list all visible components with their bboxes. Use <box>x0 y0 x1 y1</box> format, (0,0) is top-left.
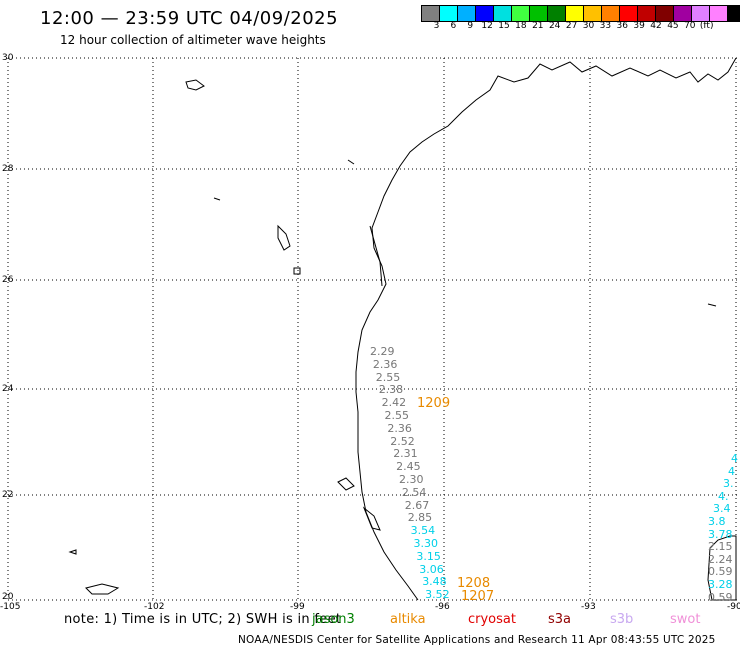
wave-height-reading: 2.30 <box>399 473 424 486</box>
color-swatch <box>547 5 566 22</box>
wave-height-reading: 3.15 <box>416 549 441 563</box>
lat-label: 20 <box>2 592 14 602</box>
color-scale-labels: 3 6 9 12 15 18 21 24 27 30 33 36 39 42 45 70 (ft) <box>428 21 715 31</box>
wave-height-reading: 3.54 <box>410 524 436 538</box>
lat-label: 30 <box>2 53 14 63</box>
color-scale-label: 24 <box>548 21 561 31</box>
lat-label: 24 <box>2 384 14 394</box>
color-swatch <box>673 5 692 22</box>
color-scale-label: 18 <box>515 21 527 31</box>
lon-label: -99 <box>290 602 305 612</box>
map-title: 12:00 — 23:59 UTC 04/09/2025 <box>40 8 339 29</box>
lon-label: -102 <box>144 602 165 612</box>
color-swatch <box>439 5 458 22</box>
color-swatch <box>601 5 620 22</box>
wave-height-reading: 2.55 <box>375 370 401 384</box>
color-scale-label: 12 <box>481 21 493 31</box>
color-scale-label: 15 <box>498 21 510 31</box>
wave-height-reading: 2.54 <box>401 485 427 499</box>
wave-height-reading: 2.38 <box>378 383 404 397</box>
wave-height-reading: 3. <box>723 477 734 491</box>
wave-height-reading: 3.4 <box>713 502 731 516</box>
lon-label: -96 <box>435 602 450 612</box>
wave-height-reading: 2.36 <box>372 357 398 371</box>
credit-line: NOAA/NESDIS Center for Satellite Applica… <box>238 634 716 646</box>
coastline <box>68 57 737 601</box>
wave-height-reading: 2.67 <box>404 498 430 512</box>
color-swatch <box>457 5 476 22</box>
wave-height-reading: 3.30 <box>413 537 439 550</box>
color-scale-label: 6 <box>450 21 457 31</box>
graticule <box>7 57 738 601</box>
wave-height-reading: 2.52 <box>390 434 415 448</box>
sat-legend-altika: altika <box>390 612 426 627</box>
color-scale-label: 21 <box>532 21 544 31</box>
wave-height-reading: 3.78 <box>708 527 733 541</box>
wave-height-reading: 2.36 <box>387 421 412 435</box>
lat-label: 28 <box>2 164 14 174</box>
wave-height-reading: 4 <box>731 452 738 465</box>
wave-height-reading: 3.8 <box>708 515 726 528</box>
color-scale-label: 45 <box>667 21 679 31</box>
color-scale-legend <box>421 5 740 22</box>
color-swatch <box>511 5 530 22</box>
color-swatch <box>421 5 440 22</box>
color-swatch <box>475 5 494 22</box>
wave-height-reading: 4 <box>728 464 735 478</box>
color-scale-label: 27 <box>565 21 578 31</box>
map-subtitle: 12 hour collection of altimeter wave hei… <box>60 33 326 47</box>
wave-height-reading: 2.42 <box>381 396 407 410</box>
lat-label: 22 <box>2 490 14 500</box>
lon-label: -105 <box>0 602 21 612</box>
track-id-label: 1207 <box>461 589 495 604</box>
track-id-label: 1208 <box>457 576 491 591</box>
wave-height-reading: 0.59 <box>708 565 733 579</box>
units-note: note: 1) Time is in UTC; 2) SWH is in fe… <box>64 612 342 627</box>
color-swatch <box>493 5 512 22</box>
wave-height-reading: 2.55 <box>384 409 410 422</box>
color-scale-label: 9 <box>467 21 474 31</box>
wave-height-reading: 0.59 <box>708 590 733 604</box>
color-swatch <box>655 5 674 22</box>
color-swatch <box>565 5 584 22</box>
color-scale-label: 39 <box>633 21 645 31</box>
color-scale-label: 36 <box>616 21 628 31</box>
color-scale-label: 70 <box>684 21 696 31</box>
color-swatch <box>637 5 656 22</box>
color-scale-label: 30 <box>582 21 595 31</box>
sat-legend-s3a: s3a <box>548 612 572 627</box>
color-swatch <box>529 5 548 22</box>
wave-height-reading: 3.28 <box>708 578 733 591</box>
lon-label: -93 <box>581 602 596 612</box>
color-swatch <box>619 5 638 22</box>
color-scale-label: (ft) <box>699 21 714 31</box>
color-swatch <box>583 5 602 22</box>
sat-legend-s3b: s3b <box>610 612 634 627</box>
color-scale-label: 42 <box>650 21 662 31</box>
color-scale-label: 33 <box>599 21 612 31</box>
sat-legend-swot: swot <box>670 612 701 627</box>
wave-height-reading: 2.29 <box>370 345 395 358</box>
sat-legend-jason3: jason3 <box>312 612 355 627</box>
sat-legend-cryosat: cryosat <box>468 612 516 627</box>
wave-height-reading: 3.52 <box>425 588 450 602</box>
color-swatch <box>727 5 740 22</box>
wave-height-reading: 2.45 <box>396 460 421 474</box>
lon-label: -90 <box>727 602 740 612</box>
wave-height-reading: 4. <box>718 489 729 503</box>
color-swatch <box>709 5 728 22</box>
lat-label: 26 <box>2 275 14 285</box>
color-swatch <box>691 5 710 22</box>
wave-height-reading: 3.48 <box>422 575 447 589</box>
wave-height-reading: 2.24 <box>708 552 733 566</box>
color-scale-label: 3 <box>433 21 440 31</box>
wave-height-reading: 2.15 <box>708 540 733 554</box>
wave-height-reading: 2.85 <box>407 511 433 525</box>
track-id-label: 1209 <box>417 396 451 411</box>
wave-height-reading: 2.31 <box>393 447 418 461</box>
wave-height-reading: 3.06 <box>419 562 444 576</box>
